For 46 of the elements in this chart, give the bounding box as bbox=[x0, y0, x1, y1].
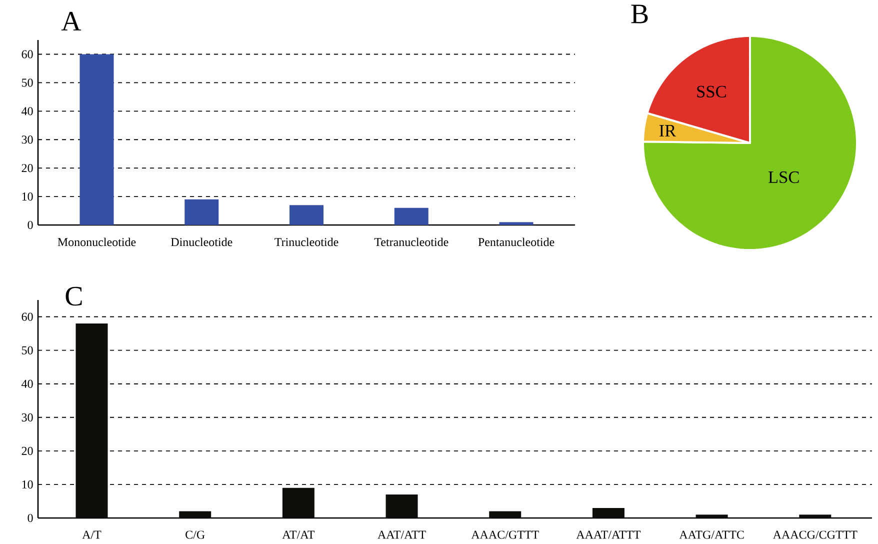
y-tick-label: 20 bbox=[22, 164, 33, 172]
x-tick-label: A/T bbox=[82, 530, 102, 539]
x-tick-label: AAT/ATT bbox=[378, 530, 426, 539]
slice-label: SSC bbox=[697, 86, 726, 98]
y-tick-label: 60 bbox=[22, 312, 33, 321]
y-tick-label: 10 bbox=[22, 192, 33, 201]
x-tick-label: Pentanucleotide bbox=[478, 238, 554, 246]
bar bbox=[282, 488, 314, 518]
bar bbox=[489, 511, 522, 518]
bar bbox=[76, 323, 108, 518]
chart-title: B bbox=[631, 4, 648, 24]
x-tick-label: AT/AT bbox=[282, 530, 315, 539]
bar bbox=[696, 514, 728, 518]
y-tick-label: 40 bbox=[22, 107, 33, 116]
x-tick-label: AAAT/ATTT bbox=[576, 530, 641, 539]
bar bbox=[799, 514, 832, 518]
x-tick-label: Trinucleotide bbox=[274, 238, 338, 246]
bar bbox=[80, 54, 114, 225]
chart-title: C bbox=[66, 286, 82, 306]
y-tick-label: 50 bbox=[22, 346, 33, 354]
y-tick-label: 20 bbox=[22, 446, 33, 455]
slice-label: IR bbox=[659, 125, 676, 136]
x-tick-label: C/G bbox=[186, 530, 205, 539]
y-tick-label: 0 bbox=[28, 220, 33, 230]
x-tick-label: AAACG/CGTTT bbox=[772, 530, 858, 539]
slice-label: LSC bbox=[768, 171, 799, 184]
bar bbox=[290, 205, 324, 225]
y-tick-label: 0 bbox=[28, 514, 33, 522]
bar bbox=[184, 199, 219, 225]
x-tick-label: AAAC/GTTT bbox=[471, 530, 539, 539]
bar bbox=[592, 508, 624, 518]
bar bbox=[179, 511, 212, 518]
bar bbox=[386, 494, 418, 518]
chart-title: A bbox=[61, 12, 82, 30]
x-tick-label: Mononucleotide bbox=[58, 238, 136, 246]
y-tick-label: 50 bbox=[22, 78, 33, 87]
y-tick-label: 60 bbox=[22, 50, 33, 58]
y-tick-label: 30 bbox=[22, 136, 33, 144]
y-tick-label: 30 bbox=[22, 413, 33, 422]
x-tick-label: Dinucleotide bbox=[170, 238, 232, 246]
y-tick-label: 40 bbox=[22, 380, 33, 388]
bar bbox=[499, 222, 534, 225]
bar bbox=[394, 208, 428, 225]
x-tick-label: Tetranucleotide bbox=[374, 238, 448, 246]
x-tick-label: AATG/ATTC bbox=[679, 530, 744, 539]
y-tick-label: 10 bbox=[22, 480, 33, 489]
